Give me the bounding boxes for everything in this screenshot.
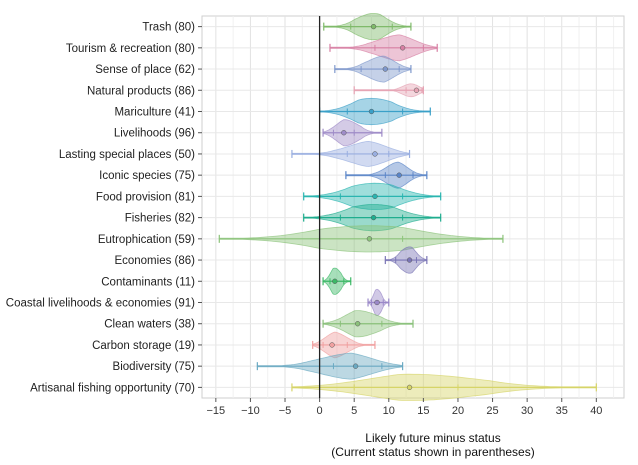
category-label: Fisheries (82) <box>125 213 195 225</box>
violin-group <box>323 13 412 41</box>
category-label: Contaminants (11) <box>101 276 195 288</box>
category-label: Mariculture (41) <box>114 107 195 119</box>
median-point <box>413 87 420 93</box>
median-point <box>329 342 335 348</box>
median-point <box>374 299 380 306</box>
x-tick-label: −5 <box>279 405 292 417</box>
median-point <box>352 363 359 369</box>
median-point <box>370 214 377 221</box>
x-tick-label: 0 <box>317 405 323 417</box>
violin-group <box>322 267 352 295</box>
x-tick-label: −15 <box>207 405 226 417</box>
x-tick-label: 30 <box>521 405 533 417</box>
median-point <box>341 130 347 136</box>
violin-group <box>353 83 424 98</box>
category-label: Livelihoods (96) <box>114 128 195 140</box>
violin-group <box>345 161 428 189</box>
category-label: Lasting special places (50) <box>59 149 195 161</box>
category-label: Eutrophication (59) <box>98 234 195 246</box>
x-tick-label: 20 <box>452 405 464 417</box>
category-label: Clean waters (38) <box>104 319 195 331</box>
category-label: Biodiversity (75) <box>113 361 196 373</box>
violin-group <box>291 373 597 401</box>
violin-group <box>256 352 404 380</box>
x-tick-label: 15 <box>417 405 429 417</box>
x-axis-title: Likely future minus status <box>365 431 500 445</box>
violin-group <box>334 55 412 83</box>
category-label: Natural products (86) <box>87 85 195 97</box>
x-tick-label: 25 <box>486 405 498 417</box>
x-tick-label: 5 <box>351 405 357 417</box>
median-point <box>332 278 338 284</box>
median-point <box>368 108 375 115</box>
x-tick-label: −10 <box>241 405 260 417</box>
median-point <box>372 193 378 200</box>
median-point <box>399 45 406 51</box>
category-label: Trash (80) <box>142 22 195 34</box>
x-axis-subtitle: (Current status shown in parentheses) <box>331 445 534 459</box>
median-point <box>355 321 361 327</box>
violin-group <box>312 331 376 359</box>
median-point <box>382 66 388 72</box>
category-label: Artisanal fishing opportunity (70) <box>30 382 195 394</box>
grid-layer <box>201 15 625 399</box>
median-point <box>396 172 402 178</box>
violin-group <box>384 246 428 274</box>
x-tick-label: 40 <box>590 405 602 417</box>
median-point <box>372 151 378 157</box>
category-labels: Trash (80) Tourism & recreation (80) Sense… <box>6 22 202 394</box>
violin-group <box>329 34 438 62</box>
median-point <box>406 384 413 391</box>
violin-group <box>291 140 411 167</box>
x-tick-label: 10 <box>383 405 395 417</box>
violin-group <box>322 119 383 147</box>
plot-panel <box>201 15 625 399</box>
median-point <box>406 257 413 263</box>
x-tick-label: 35 <box>556 405 568 417</box>
violin-group <box>322 310 414 338</box>
x-tick-labels: −15 −10 −5 0 5 10 15 20 25 30 35 40 <box>207 398 602 417</box>
category-label: Coastal livelihoods & economies (91) <box>6 298 195 310</box>
category-label: Economies (86) <box>114 255 195 267</box>
violin-group <box>303 182 442 210</box>
violin-group <box>367 288 390 317</box>
violin-group <box>218 225 504 253</box>
category-label: Sense of place (62) <box>95 64 195 76</box>
category-label: Tourism & recreation (80) <box>66 43 195 55</box>
category-label: Carbon storage (19) <box>92 340 195 352</box>
median-point <box>370 23 377 30</box>
category-label: Iconic species (75) <box>99 170 195 182</box>
violin-layer <box>218 13 597 401</box>
median-point <box>366 236 373 242</box>
category-label: Food provision (81) <box>96 191 195 203</box>
